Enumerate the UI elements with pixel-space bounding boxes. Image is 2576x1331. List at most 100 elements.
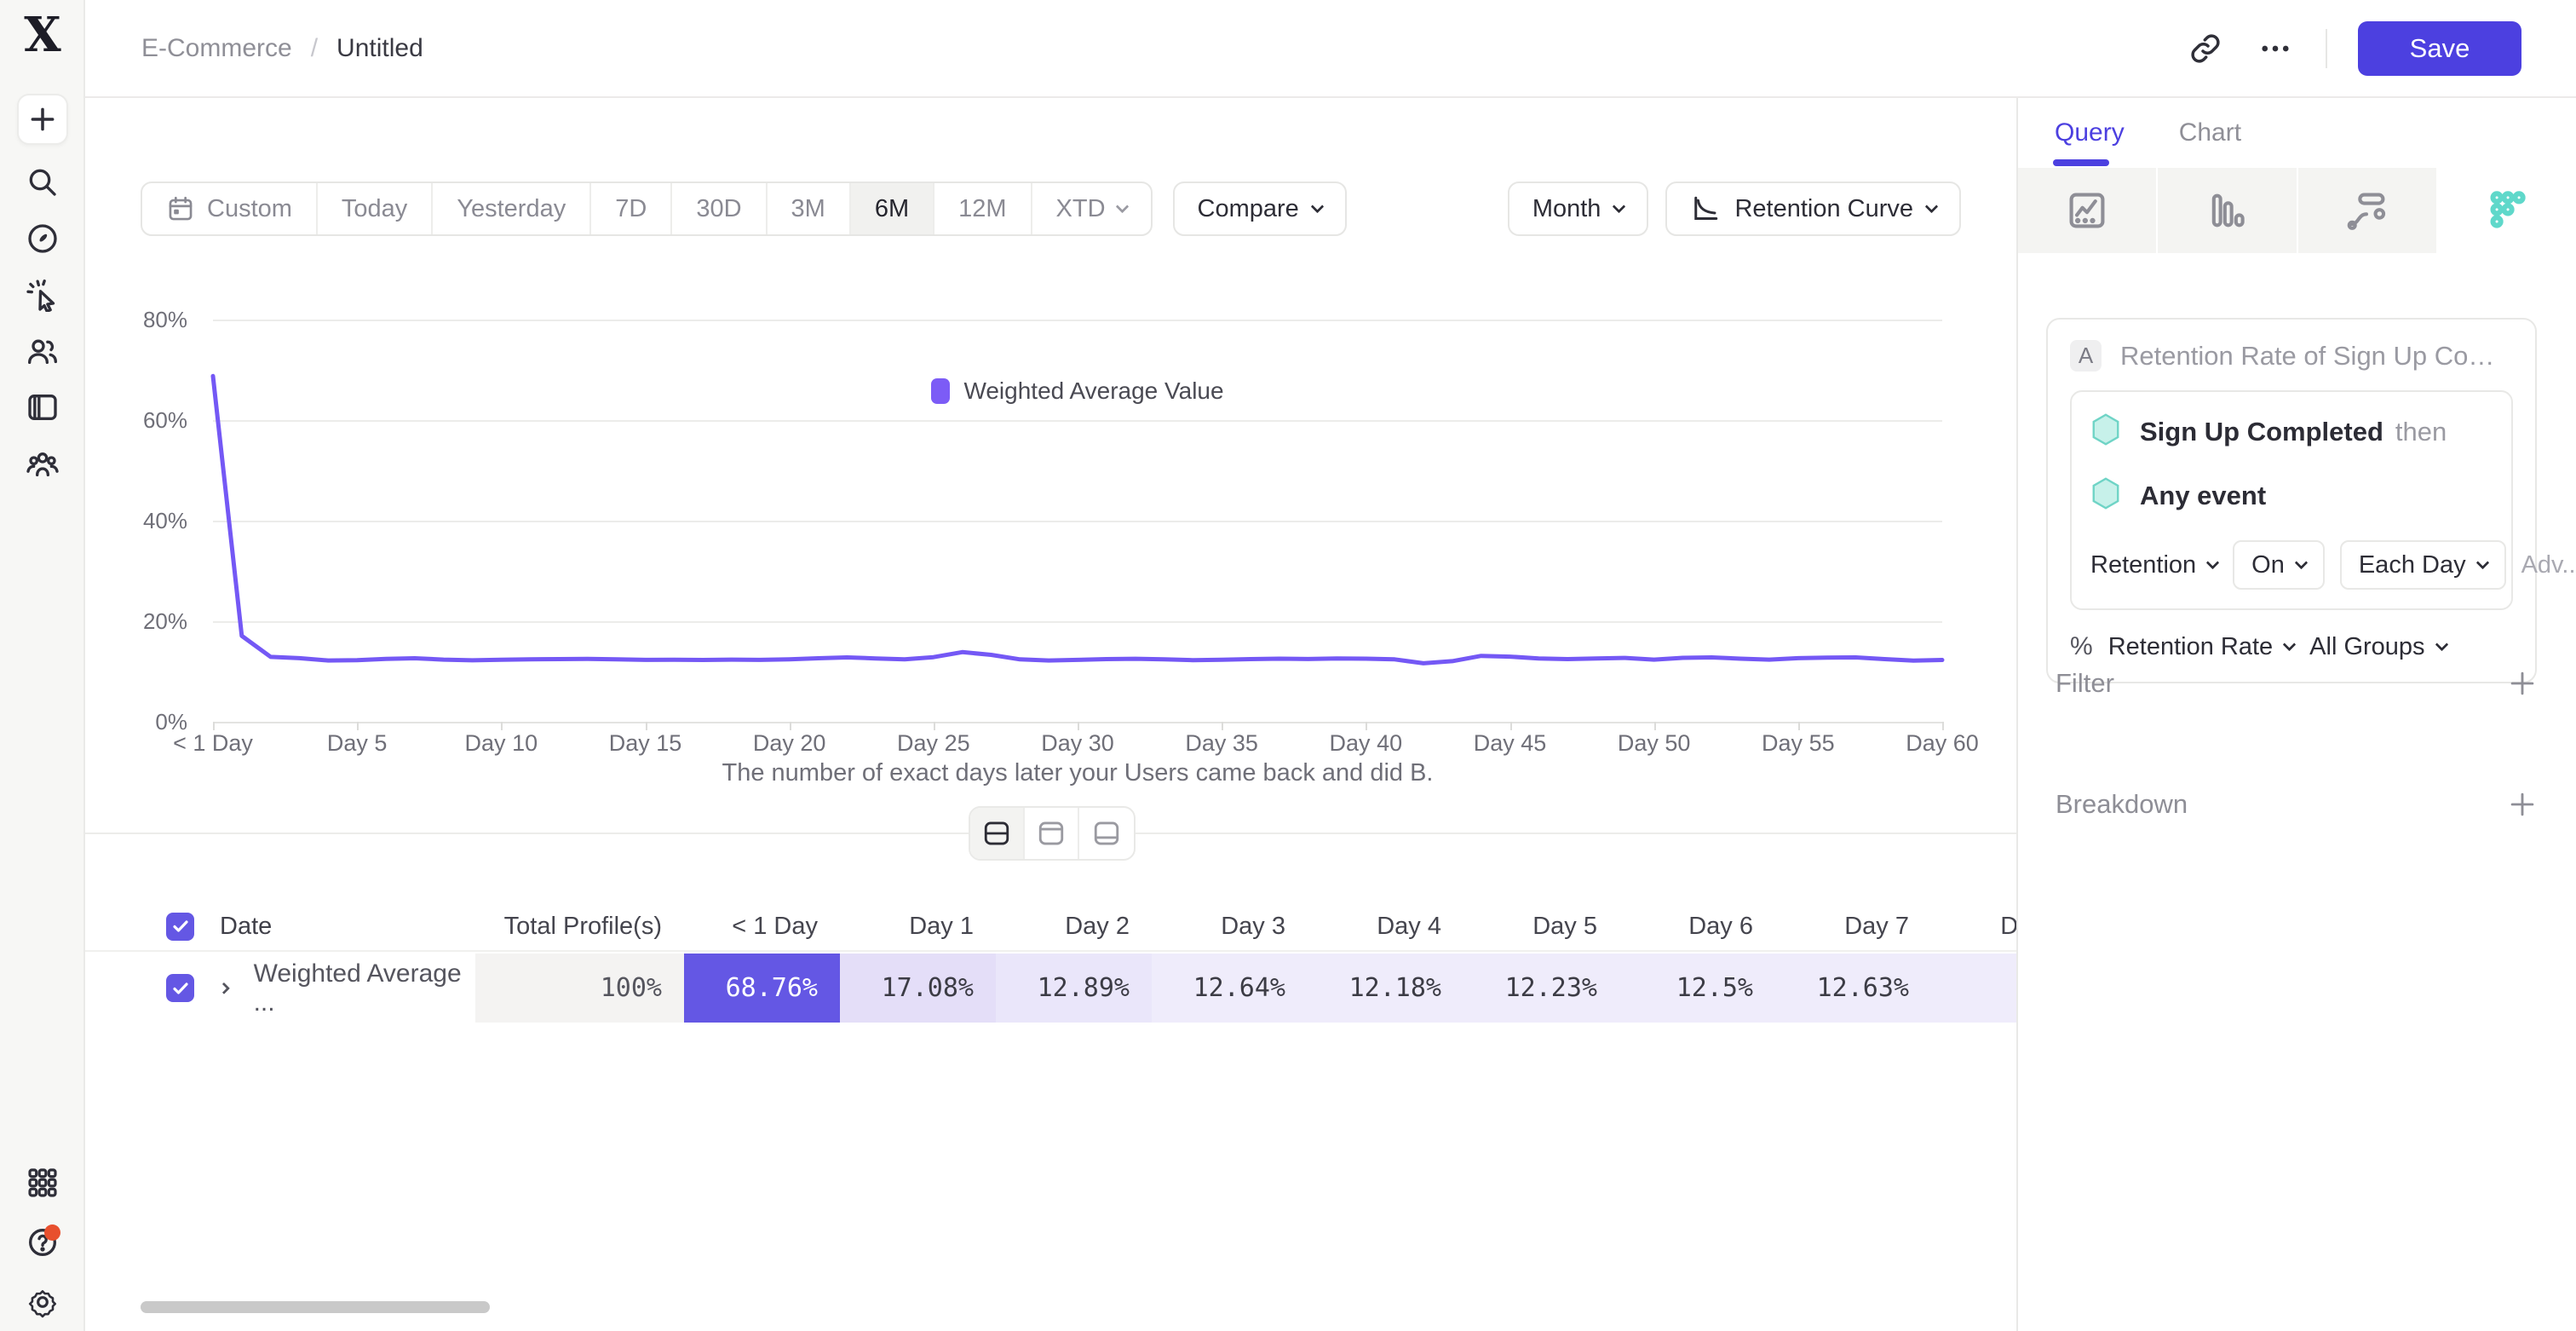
boards-icon[interactable] (24, 389, 61, 426)
table-header-cell[interactable]: < 1 Day (732, 912, 818, 940)
row-label[interactable]: Weighted Average ... (253, 959, 462, 1017)
table-value-cell[interactable]: 12.18% (1308, 954, 1463, 1023)
grid-line (213, 621, 1942, 623)
table-header-cell[interactable]: Day 4 (1377, 912, 1441, 940)
range-yesterday[interactable]: Yesterday (433, 183, 592, 234)
range-label: Today (341, 194, 408, 222)
table-header-cell[interactable]: Day 1 (909, 912, 974, 940)
compare-button[interactable]: Compare (1172, 182, 1347, 236)
events-cursor-icon[interactable] (24, 276, 61, 314)
table-value-cell[interactable]: 12.5% (1619, 954, 1775, 1023)
settings-icon[interactable] (24, 1283, 61, 1321)
create-button[interactable] (17, 94, 68, 145)
event-row-any-event[interactable]: Any event (2090, 476, 2493, 515)
range-30d[interactable]: 30D (672, 183, 768, 234)
discover-icon[interactable] (24, 220, 61, 257)
insights-line-icon[interactable] (2018, 168, 2159, 253)
row-checkbox[interactable] (166, 974, 194, 1002)
table-header-cell[interactable]: Day 2 (1065, 912, 1130, 940)
range-custom[interactable]: Custom (142, 183, 318, 234)
breadcrumb-root[interactable]: E-Commerce (141, 33, 292, 62)
x-tick (213, 722, 215, 730)
granularity-label: Month (1532, 194, 1601, 222)
table-value-cell[interactable]: 12. (1931, 954, 2016, 1023)
range-6m[interactable]: 6M (850, 183, 935, 234)
table-value-cell[interactable]: 100% (475, 954, 684, 1023)
table-header-cell[interactable]: Day 7 (1844, 912, 1909, 940)
table-value-cell[interactable]: 12.64% (1152, 954, 1308, 1023)
metric-dropdown[interactable]: Retention Rate (2107, 632, 2297, 661)
table-header-cell[interactable]: Day 5 (1532, 912, 1597, 940)
more-options-icon[interactable] (2256, 29, 2295, 68)
link-icon[interactable] (2186, 29, 2225, 68)
chart-type-button[interactable]: Retention Curve (1665, 182, 1961, 236)
y-tick-label: 20% (142, 608, 187, 634)
date-range-group: Custom Today Yesterday 7D 30D 3M 6M 12M XTD (141, 182, 1153, 236)
step-badge: A (2070, 340, 2102, 372)
x-tick-label: Day 50 (1617, 730, 1691, 756)
chart-only-view-button[interactable] (1025, 808, 1079, 859)
table-only-view-button[interactable] (1079, 808, 1134, 859)
table-header-cell[interactable]: Total Profile(s) (503, 912, 662, 940)
table-value-cell[interactable]: 17.08% (840, 954, 996, 1023)
expand-row-icon[interactable] (217, 982, 230, 994)
granularity-button[interactable]: Month (1507, 182, 1649, 236)
chevron-down-icon (2475, 556, 2489, 569)
x-tick (933, 722, 935, 730)
add-breakdown-button[interactable] (2506, 788, 2539, 821)
breakdown-label: Breakdown (2056, 789, 2188, 819)
table-value-cell[interactable]: 12.23% (1463, 954, 1619, 1023)
table-value-cell[interactable]: 68.76% (684, 954, 840, 1023)
retention-grid-icon[interactable] (2437, 168, 2576, 253)
select-all-checkbox[interactable] (166, 912, 194, 941)
range-12m[interactable]: 12M (934, 183, 1032, 234)
sidebar-nav (0, 94, 85, 482)
range-label: Custom (207, 194, 292, 222)
step-title[interactable]: Retention Rate of Sign Up Compl... (2120, 340, 2513, 371)
series-weighted-average (210, 373, 1945, 666)
column-header-date[interactable]: Date (220, 912, 273, 940)
advanced-dropdown[interactable]: Adv... (2521, 551, 2576, 579)
bar-chart-icon[interactable] (2158, 168, 2298, 253)
search-icon[interactable] (24, 164, 61, 201)
range-label: 3M (791, 194, 825, 222)
retention-mode-dropdown[interactable]: Retention (2090, 551, 2220, 579)
on-dropdown[interactable]: On (2233, 540, 2325, 590)
legend-label: Weighted Average Value (963, 377, 1224, 404)
tab-chart[interactable]: Chart (2178, 118, 2242, 147)
range-xtd[interactable]: XTD (1032, 183, 1151, 234)
save-button[interactable]: Save (2358, 20, 2521, 76)
table-header-cell[interactable]: Day 8 (2000, 912, 2016, 940)
metric-label: Retention Rate (2107, 632, 2274, 660)
groups-label: All Groups (2309, 632, 2425, 660)
users-icon[interactable] (24, 332, 61, 370)
report-toolbar: Custom Today Yesterday 7D 30D 3M 6M 12M XTD Comp… (141, 182, 1961, 236)
table-row: Weighted Average ... 100% 68.76% 17.08% 12.… (85, 954, 2016, 1023)
range-label: 12M (958, 194, 1007, 222)
table-value-cell[interactable]: 12.89% (996, 954, 1152, 1023)
range-3m[interactable]: 3M (768, 183, 851, 234)
add-filter-button[interactable] (2506, 667, 2539, 700)
retention-line-chart[interactable] (210, 320, 1945, 722)
x-tick (1222, 722, 1224, 730)
flows-icon[interactable] (2297, 168, 2438, 253)
chart-legend[interactable]: Weighted Average Value (213, 377, 1942, 405)
table-value-cell[interactable]: 12.63% (1775, 954, 1931, 1023)
chevron-down-icon (1924, 199, 1939, 213)
help-icon[interactable] (24, 1224, 61, 1261)
event-row-signup[interactable]: Sign Up Completed then (2090, 412, 2493, 451)
breadcrumb-current[interactable]: Untitled (336, 33, 423, 62)
each-day-dropdown[interactable]: Each Day (2339, 540, 2506, 590)
x-tick-label: Day 15 (608, 730, 682, 756)
split-view-button[interactable] (970, 808, 1025, 859)
apps-grid-icon[interactable] (24, 1164, 61, 1201)
groups-dropdown[interactable]: All Groups (2309, 632, 2448, 661)
horizontal-scrollbar-thumb[interactable] (141, 1301, 490, 1313)
range-today[interactable]: Today (318, 183, 434, 234)
tab-query[interactable]: Query (2055, 118, 2125, 147)
mixpanel-logo[interactable]: X (24, 7, 61, 63)
cohorts-icon[interactable] (24, 445, 61, 482)
table-header-cell[interactable]: Day 3 (1221, 912, 1285, 940)
range-7d[interactable]: 7D (591, 183, 673, 234)
table-header-cell[interactable]: Day 6 (1688, 912, 1753, 940)
